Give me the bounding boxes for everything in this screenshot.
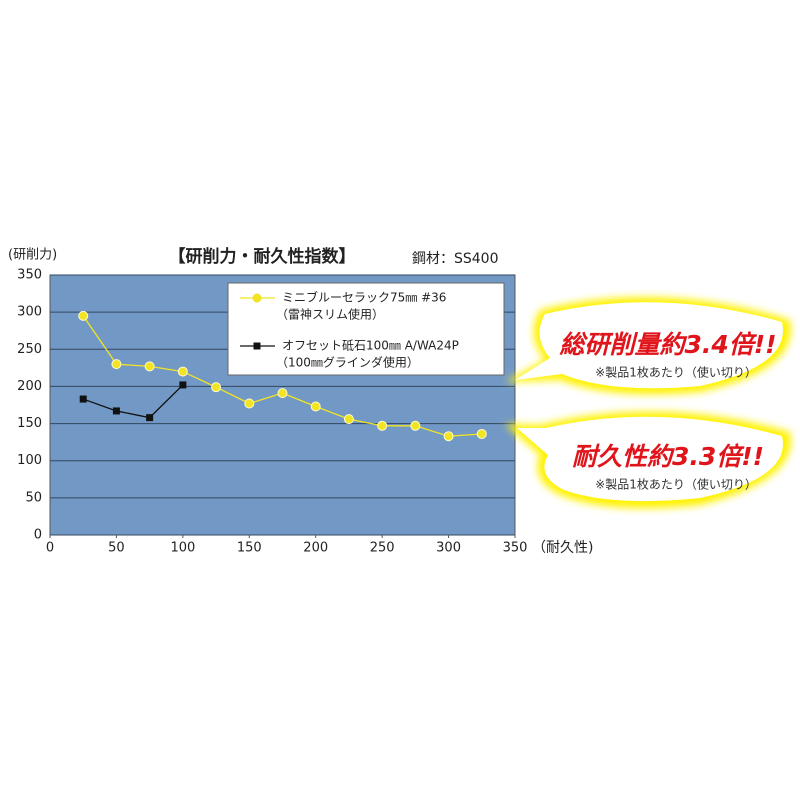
point — [277, 388, 288, 399]
y-tick-label: 350 — [17, 268, 42, 283]
legend-label: ミニブルーセラック75㎜ #36 — [282, 290, 446, 305]
x-tick-label: 200 — [303, 541, 328, 556]
point — [310, 401, 321, 412]
point — [211, 382, 222, 393]
point — [410, 420, 421, 431]
point — [179, 381, 187, 389]
x-axis-label: （耐久性) — [532, 540, 593, 556]
x-tick-label: 50 — [108, 541, 125, 556]
y-tick-label: 0 — [34, 528, 42, 543]
series-line — [82, 384, 184, 419]
x-tick-label: 350 — [503, 541, 528, 556]
callout-1 — [505, 297, 791, 395]
point — [144, 361, 155, 372]
callout-2 — [505, 411, 791, 509]
y-tick-label: 200 — [17, 379, 42, 394]
callout-text: 耐久性約3.3倍!! — [572, 442, 764, 471]
legend-label: オフセット砥石100㎜ A/WA24P — [282, 339, 459, 353]
chart-title: 【研削力・耐久性指数】 — [169, 246, 356, 267]
point — [78, 310, 89, 321]
point — [244, 398, 255, 409]
y-tick-label: 150 — [17, 416, 42, 431]
callout-note: ※製品1枚あたり（使い切り） — [595, 365, 757, 380]
legend-marker — [253, 342, 261, 350]
legend-note: （雷神スリム使用） — [276, 307, 384, 322]
point — [111, 359, 122, 370]
y-tick-label: 250 — [17, 342, 42, 357]
point — [443, 431, 454, 442]
point — [377, 420, 388, 431]
x-tick-label: 150 — [237, 541, 262, 556]
point — [343, 414, 354, 425]
legend-note: （100㎜グラインダ使用） — [276, 355, 419, 370]
x-tick-label: 250 — [370, 541, 395, 556]
y-tick-label: 50 — [25, 490, 42, 505]
y-tick-label: 300 — [17, 305, 42, 320]
y-tick-label: 100 — [17, 453, 42, 468]
x-tick-label: 0 — [46, 541, 54, 556]
x-tick-label: 100 — [170, 541, 195, 556]
callout-note: ※製品1枚あたり（使い切り） — [595, 477, 757, 492]
point — [476, 428, 487, 439]
chart-subtitle: 鋼材：SS400 — [412, 251, 499, 267]
x-tick-label: 300 — [436, 541, 461, 556]
callout-text: 総研削量約3.4倍!! — [558, 330, 776, 359]
legend-marker — [252, 293, 262, 303]
point — [112, 407, 120, 415]
point — [177, 366, 188, 377]
y-axis-label: (研削力) — [8, 248, 57, 263]
point — [79, 395, 87, 403]
point — [146, 414, 154, 422]
